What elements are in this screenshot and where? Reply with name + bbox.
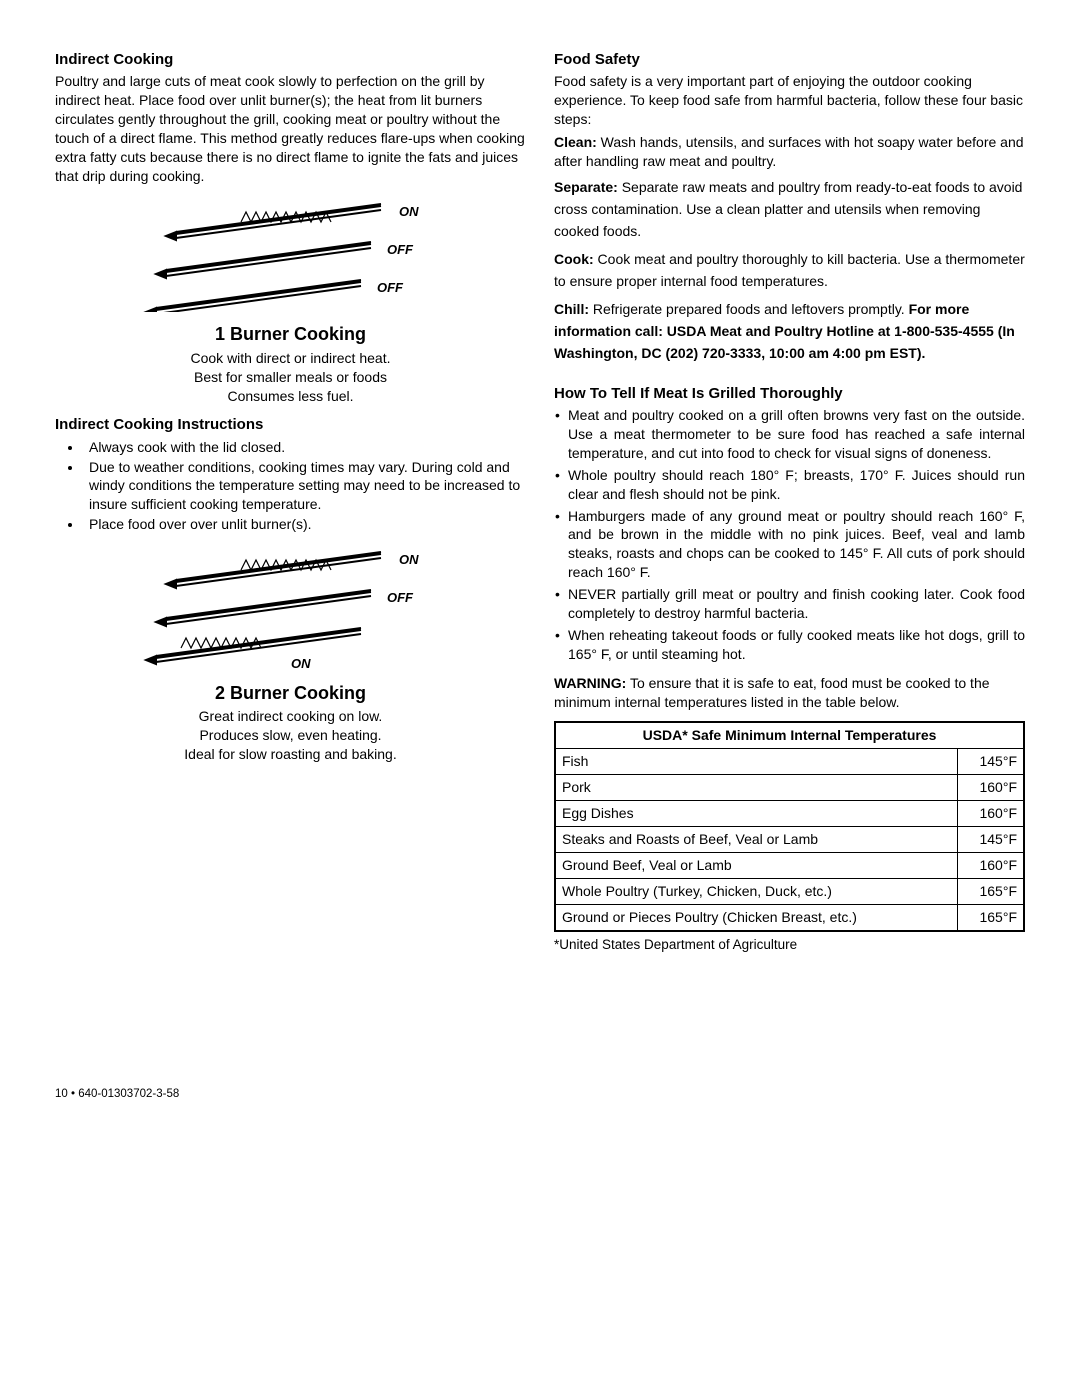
table-food: Ground Beef, Veal or Lamb: [555, 852, 957, 878]
burner1-label-off-1: OFF: [387, 242, 414, 257]
table-temp: 165°F: [957, 904, 1024, 930]
right-column: Food Safety Food safety is a very import…: [554, 50, 1025, 967]
step-cook-label: Cook:: [554, 251, 594, 267]
howto-title: How To Tell If Meat Is Grilled Thoroughl…: [554, 384, 1025, 404]
howto-item: When reheating takeout foods or fully co…: [554, 626, 1025, 664]
howto-item: Whole poultry should reach 180° F; breas…: [554, 466, 1025, 504]
step-cook: Cook: Cook meat and poultry thoroughly t…: [554, 248, 1025, 293]
table-row: Pork160°F: [555, 775, 1024, 801]
indirect-instructions-title: Indirect Cooking Instructions: [55, 415, 526, 435]
step-separate-label: Separate:: [554, 179, 618, 195]
indirect-cooking-body: Poultry and large cuts of meat cook slow…: [55, 72, 526, 185]
table-temp: 165°F: [957, 878, 1024, 904]
step-chill: Chill: Refrigerate prepared foods and le…: [554, 298, 1025, 365]
burner1-diagram: ON OFF OFF: [55, 192, 526, 317]
burner2-label-on-2: ON: [291, 656, 311, 670]
burner1-line2: Best for smaller meals or foods: [55, 368, 526, 387]
burner1-label-on: ON: [399, 204, 419, 219]
step-clean-label: Clean:: [554, 134, 597, 150]
table-row: Egg Dishes160°F: [555, 801, 1024, 827]
step-chill-label: Chill:: [554, 301, 589, 317]
howto-list: Meat and poultry cooked on a grill often…: [554, 406, 1025, 664]
instruction-item: Place food over over unlit burner(s).: [83, 515, 526, 534]
page-footer: 10 • 640-01303702-3-58: [55, 1087, 1025, 1103]
temperature-table: USDA* Safe Minimum Internal Temperatures…: [554, 721, 1025, 931]
table-temp: 145°F: [957, 749, 1024, 775]
instruction-item: Always cook with the lid closed.: [83, 438, 526, 457]
burner2-heading: 2 Burner Cooking: [55, 681, 526, 705]
table-food: Steaks and Roasts of Beef, Veal or Lamb: [555, 827, 957, 853]
burner2-line1: Great indirect cooking on low.: [55, 707, 526, 726]
table-row: Ground Beef, Veal or Lamb160°F: [555, 852, 1024, 878]
table-food: Egg Dishes: [555, 801, 957, 827]
step-separate-text: Separate raw meats and poultry from read…: [554, 179, 1022, 240]
table-temp: 145°F: [957, 827, 1024, 853]
indirect-cooking-title: Indirect Cooking: [55, 50, 526, 70]
table-food: Ground or Pieces Poultry (Chicken Breast…: [555, 904, 957, 930]
step-clean: Clean: Wash hands, utensils, and surface…: [554, 133, 1025, 171]
burner1-label-off-2: OFF: [377, 280, 404, 295]
howto-item: NEVER partially grill meat or poultry an…: [554, 585, 1025, 623]
burner1-line1: Cook with direct or indirect heat.: [55, 349, 526, 368]
step-clean-text: Wash hands, utensils, and surfaces with …: [554, 134, 1024, 169]
table-food: Whole Poultry (Turkey, Chicken, Duck, et…: [555, 878, 957, 904]
table-row: Whole Poultry (Turkey, Chicken, Duck, et…: [555, 878, 1024, 904]
warning-paragraph: WARNING: To ensure that it is safe to ea…: [554, 674, 1025, 712]
table-row: Ground or Pieces Poultry (Chicken Breast…: [555, 904, 1024, 930]
howto-item: Meat and poultry cooked on a grill often…: [554, 406, 1025, 463]
burner2-line2: Produces slow, even heating.: [55, 726, 526, 745]
table-row: Steaks and Roasts of Beef, Veal or Lamb1…: [555, 827, 1024, 853]
step-cook-text: Cook meat and poultry thoroughly to kill…: [554, 251, 1025, 289]
instruction-item: Due to weather conditions, cooking times…: [83, 458, 526, 515]
burner2-svg: ON OFF ON: [131, 540, 451, 670]
table-body: Fish145°F Pork160°F Egg Dishes160°F Stea…: [555, 749, 1024, 931]
table-temp: 160°F: [957, 852, 1024, 878]
left-column: Indirect Cooking Poultry and large cuts …: [55, 50, 526, 967]
food-safety-title: Food Safety: [554, 50, 1025, 70]
step-chill-text: Refrigerate prepared foods and leftovers…: [589, 301, 909, 317]
table-temp: 160°F: [957, 775, 1024, 801]
burner1-heading: 1 Burner Cooking: [55, 322, 526, 346]
table-food: Pork: [555, 775, 957, 801]
howto-item: Hamburgers made of any ground meat or po…: [554, 507, 1025, 583]
food-safety-intro: Food safety is a very important part of …: [554, 72, 1025, 129]
table-title: USDA* Safe Minimum Internal Temperatures: [555, 722, 1024, 748]
step-separate: Separate: Separate raw meats and poultry…: [554, 176, 1025, 243]
warning-label: WARNING:: [554, 675, 626, 691]
table-food: Fish: [555, 749, 957, 775]
burner2-line3: Ideal for slow roasting and baking.: [55, 745, 526, 764]
table-row: Fish145°F: [555, 749, 1024, 775]
burner2-label-off: OFF: [387, 590, 414, 605]
page-columns: Indirect Cooking Poultry and large cuts …: [55, 50, 1025, 967]
burner2-label-on-1: ON: [399, 552, 419, 567]
indirect-instructions-list: Always cook with the lid closed. Due to …: [55, 438, 526, 534]
burner1-svg: ON OFF OFF: [131, 192, 451, 312]
burner2-diagram: ON OFF ON: [55, 540, 526, 675]
table-temp: 160°F: [957, 801, 1024, 827]
burner1-line3: Consumes less fuel.: [55, 387, 526, 406]
table-footnote: *United States Department of Agriculture: [554, 936, 1025, 954]
